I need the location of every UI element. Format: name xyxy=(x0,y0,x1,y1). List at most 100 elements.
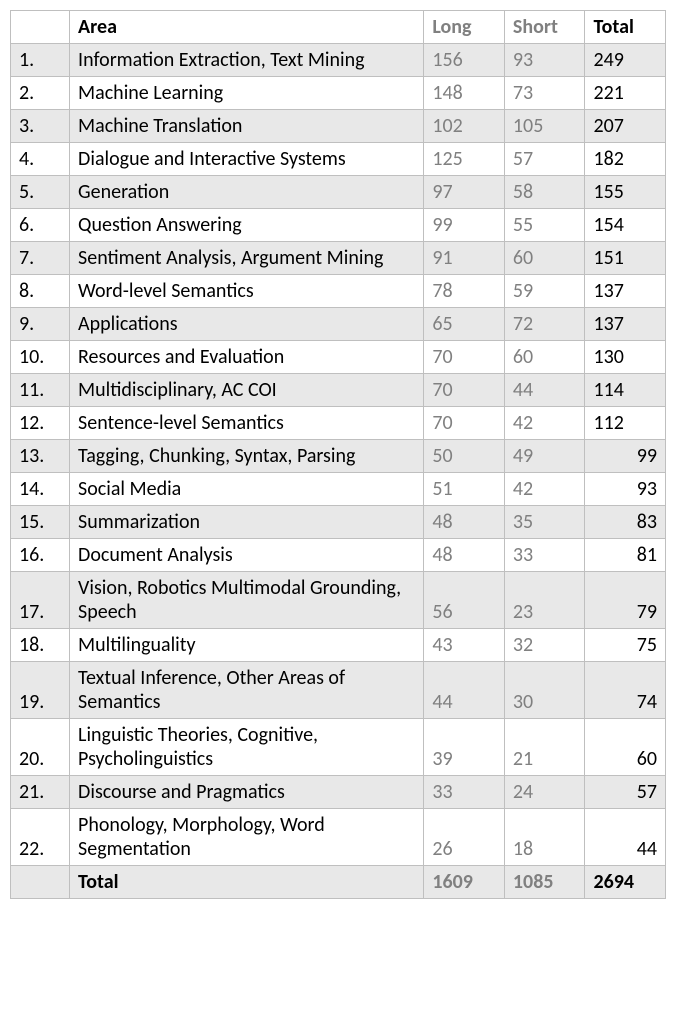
footer-label: Total xyxy=(70,866,424,899)
cell-area: Information Extraction, Text Mining xyxy=(70,44,424,77)
header-long: Long xyxy=(424,11,505,44)
footer-blank xyxy=(11,866,70,899)
cell-long: 50 xyxy=(424,440,505,473)
table-footer-row: Total 1609 1085 2694 xyxy=(11,866,666,899)
cell-short: 60 xyxy=(504,242,585,275)
cell-num: 1. xyxy=(11,44,70,77)
table-row: 7.Sentiment Analysis, Argument Mining916… xyxy=(11,242,666,275)
cell-total: 44 xyxy=(585,809,666,866)
cell-short: 72 xyxy=(504,308,585,341)
cell-total: 81 xyxy=(585,539,666,572)
cell-long: 70 xyxy=(424,374,505,407)
cell-total: 60 xyxy=(585,719,666,776)
cell-short: 60 xyxy=(504,341,585,374)
cell-area: Resources and Evaluation xyxy=(70,341,424,374)
cell-short: 18 xyxy=(504,809,585,866)
table-row: 14.Social Media514293 xyxy=(11,473,666,506)
cell-area: Sentence-level Semantics xyxy=(70,407,424,440)
table-row: 17.Vision, Robotics Multimodal Grounding… xyxy=(11,572,666,629)
cell-area: Social Media xyxy=(70,473,424,506)
cell-long: 48 xyxy=(424,539,505,572)
cell-num: 11. xyxy=(11,374,70,407)
cell-num: 13. xyxy=(11,440,70,473)
cell-area: Question Answering xyxy=(70,209,424,242)
cell-total: 112 xyxy=(585,407,666,440)
cell-short: 57 xyxy=(504,143,585,176)
header-num xyxy=(11,11,70,44)
cell-short: 42 xyxy=(504,407,585,440)
cell-short: 32 xyxy=(504,629,585,662)
cell-long: 70 xyxy=(424,341,505,374)
cell-area: Phonology, Morphology, Word Segmentation xyxy=(70,809,424,866)
cell-short: 35 xyxy=(504,506,585,539)
table-row: 5.Generation9758155 xyxy=(11,176,666,209)
cell-num: 4. xyxy=(11,143,70,176)
cell-total: 151 xyxy=(585,242,666,275)
cell-short: 21 xyxy=(504,719,585,776)
cell-area: Generation xyxy=(70,176,424,209)
cell-long: 33 xyxy=(424,776,505,809)
cell-total: 137 xyxy=(585,275,666,308)
cell-total: 93 xyxy=(585,473,666,506)
cell-num: 2. xyxy=(11,77,70,110)
cell-short: 59 xyxy=(504,275,585,308)
table-row: 9.Applications6572137 xyxy=(11,308,666,341)
cell-short: 42 xyxy=(504,473,585,506)
cell-short: 49 xyxy=(504,440,585,473)
cell-area: Tagging, Chunking, Syntax, Parsing xyxy=(70,440,424,473)
cell-area: Multilinguality xyxy=(70,629,424,662)
footer-total: 2694 xyxy=(585,866,666,899)
cell-long: 39 xyxy=(424,719,505,776)
table-row: 1.Information Extraction, Text Mining156… xyxy=(11,44,666,77)
cell-area: Applications xyxy=(70,308,424,341)
cell-area: Machine Translation xyxy=(70,110,424,143)
cell-long: 56 xyxy=(424,572,505,629)
cell-num: 7. xyxy=(11,242,70,275)
cell-num: 5. xyxy=(11,176,70,209)
table-row: 20.Linguistic Theories, Cognitive, Psych… xyxy=(11,719,666,776)
cell-total: 249 xyxy=(585,44,666,77)
cell-num: 22. xyxy=(11,809,70,866)
cell-short: 44 xyxy=(504,374,585,407)
cell-long: 97 xyxy=(424,176,505,209)
cell-long: 156 xyxy=(424,44,505,77)
cell-area: Multidisciplinary, AC COI xyxy=(70,374,424,407)
cell-total: 114 xyxy=(585,374,666,407)
cell-num: 16. xyxy=(11,539,70,572)
cell-area: Document Analysis xyxy=(70,539,424,572)
table-row: 21.Discourse and Pragmatics332457 xyxy=(11,776,666,809)
cell-area: Dialogue and Interactive Systems xyxy=(70,143,424,176)
table-body: 1.Information Extraction, Text Mining156… xyxy=(11,44,666,866)
cell-total: 75 xyxy=(585,629,666,662)
cell-long: 91 xyxy=(424,242,505,275)
cell-total: 155 xyxy=(585,176,666,209)
cell-total: 74 xyxy=(585,662,666,719)
cell-total: 130 xyxy=(585,341,666,374)
cell-long: 43 xyxy=(424,629,505,662)
cell-num: 15. xyxy=(11,506,70,539)
footer-long: 1609 xyxy=(424,866,505,899)
header-short: Short xyxy=(504,11,585,44)
cell-short: 55 xyxy=(504,209,585,242)
cell-total: 154 xyxy=(585,209,666,242)
table-row: 12.Sentence-level Semantics7042112 xyxy=(11,407,666,440)
cell-long: 125 xyxy=(424,143,505,176)
cell-num: 18. xyxy=(11,629,70,662)
cell-short: 105 xyxy=(504,110,585,143)
cell-area: Textual Inference, Other Areas of Semant… xyxy=(70,662,424,719)
table-row: 19.Textual Inference, Other Areas of Sem… xyxy=(11,662,666,719)
table-row: 3.Machine Translation102105207 xyxy=(11,110,666,143)
cell-num: 19. xyxy=(11,662,70,719)
cell-long: 65 xyxy=(424,308,505,341)
cell-area: Discourse and Pragmatics xyxy=(70,776,424,809)
cell-num: 21. xyxy=(11,776,70,809)
cell-short: 73 xyxy=(504,77,585,110)
cell-total: 207 xyxy=(585,110,666,143)
cell-total: 57 xyxy=(585,776,666,809)
cell-area: Machine Learning xyxy=(70,77,424,110)
cell-total: 221 xyxy=(585,77,666,110)
cell-long: 44 xyxy=(424,662,505,719)
table-row: 18.Multilinguality433275 xyxy=(11,629,666,662)
table-row: 10.Resources and Evaluation7060130 xyxy=(11,341,666,374)
areas-table: Area Long Short Total 1.Information Extr… xyxy=(10,10,666,899)
